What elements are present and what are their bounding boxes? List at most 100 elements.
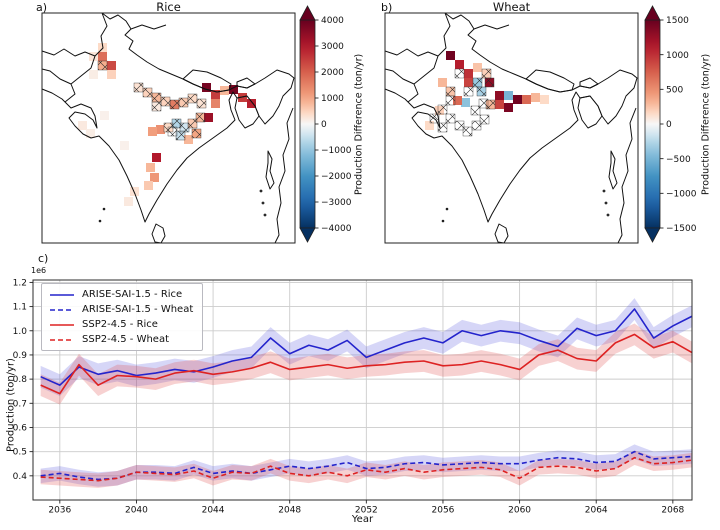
grid-cell — [98, 52, 107, 61]
legend-item: SSP2-4.5 - Rice — [49, 317, 193, 332]
grid-cell — [455, 60, 464, 69]
legend-line-sample — [50, 293, 74, 296]
x-tick-label: 2044 — [202, 506, 225, 516]
x-tick-label: 2048 — [278, 506, 301, 516]
grid-cell — [522, 95, 531, 104]
y-offset-label: 1e6 — [31, 266, 47, 275]
grid-cell — [204, 113, 213, 122]
grid-cell — [461, 98, 470, 107]
legend-line-sample — [50, 338, 74, 341]
grid-cell — [425, 121, 434, 130]
hatched-cell — [454, 120, 465, 131]
hatched-cell — [151, 92, 162, 103]
grid-cell — [504, 91, 513, 100]
y-tick-label: 0.4 — [13, 472, 28, 482]
hatched-cell — [476, 86, 487, 97]
grid-cell — [495, 100, 504, 109]
hatched-cell — [167, 126, 178, 137]
axes-frame — [32, 279, 693, 501]
grid-cell — [146, 163, 155, 172]
hatched-cell — [171, 118, 182, 129]
grid-cell — [495, 91, 504, 100]
series-line-arise-sai-1-5-wheat — [40, 450, 693, 481]
hatched-cell — [187, 93, 198, 104]
grid-cell — [120, 141, 129, 150]
y-tick-label: 0.5 — [13, 448, 27, 458]
colorbar-upper-arrow — [299, 5, 316, 21]
grid-cell — [124, 197, 133, 206]
x-tick-label: 2036 — [48, 506, 71, 516]
legend-label: ARISE-SAI-1.5 - Rice — [82, 289, 183, 300]
hatched-cell — [445, 95, 456, 106]
grid-cell — [453, 96, 462, 105]
colorbar-lower-arrow — [299, 227, 316, 243]
grid-cell — [464, 69, 473, 78]
grid-cell — [100, 111, 109, 120]
hatched-cell — [479, 114, 490, 125]
hatched-cell — [175, 130, 186, 141]
hatched-cell — [445, 113, 456, 124]
x-tick-label: 2056 — [432, 506, 455, 516]
hatched-cell — [437, 122, 448, 133]
legend-item: ARISE-SAI-1.5 - Wheat — [49, 302, 193, 317]
hatched-cell — [187, 118, 198, 129]
colorbar-tick-label: 4000 — [321, 16, 344, 26]
hatched-cell — [160, 96, 171, 107]
x-tick-label: 2064 — [585, 506, 608, 516]
production-line-chart: 2036 2040 2044 2048 2052 2056 2060 2064 2068 0.4 0… — [13, 278, 693, 516]
legend-item: SSP2-4.5 - Wheat — [49, 332, 193, 347]
grid-cell — [513, 95, 522, 104]
legend-label: ARISE-SAI-1.5 - Wheat — [82, 304, 194, 315]
panel-a-title: Rice — [156, 0, 181, 14]
wheat-map-frame — [384, 12, 639, 244]
hatched-cell — [478, 98, 489, 109]
grid-cell — [473, 63, 482, 72]
hatched-cell — [481, 68, 492, 79]
grid-cell — [211, 99, 220, 108]
uncertainty-band — [40, 298, 693, 397]
hatched-cell — [462, 126, 473, 137]
panel-a-label: a) — [36, 1, 48, 14]
colorbar-tick-label: −1000 — [666, 190, 697, 200]
hatched-cell — [151, 101, 162, 112]
y-tick-label: 1.2 — [13, 278, 27, 288]
hatched-cell — [169, 99, 180, 110]
y-tick-label: 1.1 — [13, 303, 27, 313]
grid-cell — [229, 85, 238, 94]
y-tick-label: 0.9 — [13, 351, 28, 361]
colorbar-tick-label: −4000 — [321, 224, 352, 234]
legend: ARISE-SAI-1.5 - Rice ARISE-SAI-1.5 - Whea… — [41, 283, 204, 351]
x-tick-label: 2060 — [508, 506, 531, 516]
hatched-cell — [179, 122, 190, 133]
grid-cell — [89, 52, 98, 61]
uncertainty-band — [40, 323, 693, 405]
grid-cell — [144, 181, 153, 190]
grid-cell — [446, 51, 455, 60]
legend-item: ARISE-SAI-1.5 - Rice — [49, 287, 193, 302]
hatched-cell — [470, 105, 481, 116]
legend-line-sample — [50, 308, 74, 311]
grid-cell — [78, 121, 87, 130]
rice-colorbar: 4000 3000 2000 1000 0 −1000 −2000 −3000 −4000 — [299, 5, 352, 243]
grid-cell — [184, 135, 193, 144]
grid-cell — [464, 78, 473, 87]
x-axis-label: Year — [351, 514, 374, 525]
hatched-cell — [196, 98, 207, 109]
hatched-cell — [142, 87, 153, 98]
colorbar-gradient — [299, 19, 316, 229]
grid-cell — [150, 173, 159, 182]
colorbar-tick-label: −3000 — [321, 198, 352, 208]
rice-map-hatching — [97, 60, 207, 141]
colorbar-tick-label: −2000 — [321, 172, 352, 182]
colorbar-tick-label: 1000 — [666, 51, 689, 61]
legend-label: SSP2-4.5 - Rice — [82, 319, 158, 330]
colorbar-tick-label: 500 — [666, 86, 683, 96]
hatched-cell — [195, 112, 206, 123]
colorbar-tick-label: −1000 — [321, 146, 352, 156]
hatched-cell — [178, 97, 189, 108]
panel-b-label: b) — [381, 1, 393, 14]
colorbar-tick-label: 3000 — [321, 42, 344, 52]
y-tick-label: 0.7 — [13, 399, 27, 409]
